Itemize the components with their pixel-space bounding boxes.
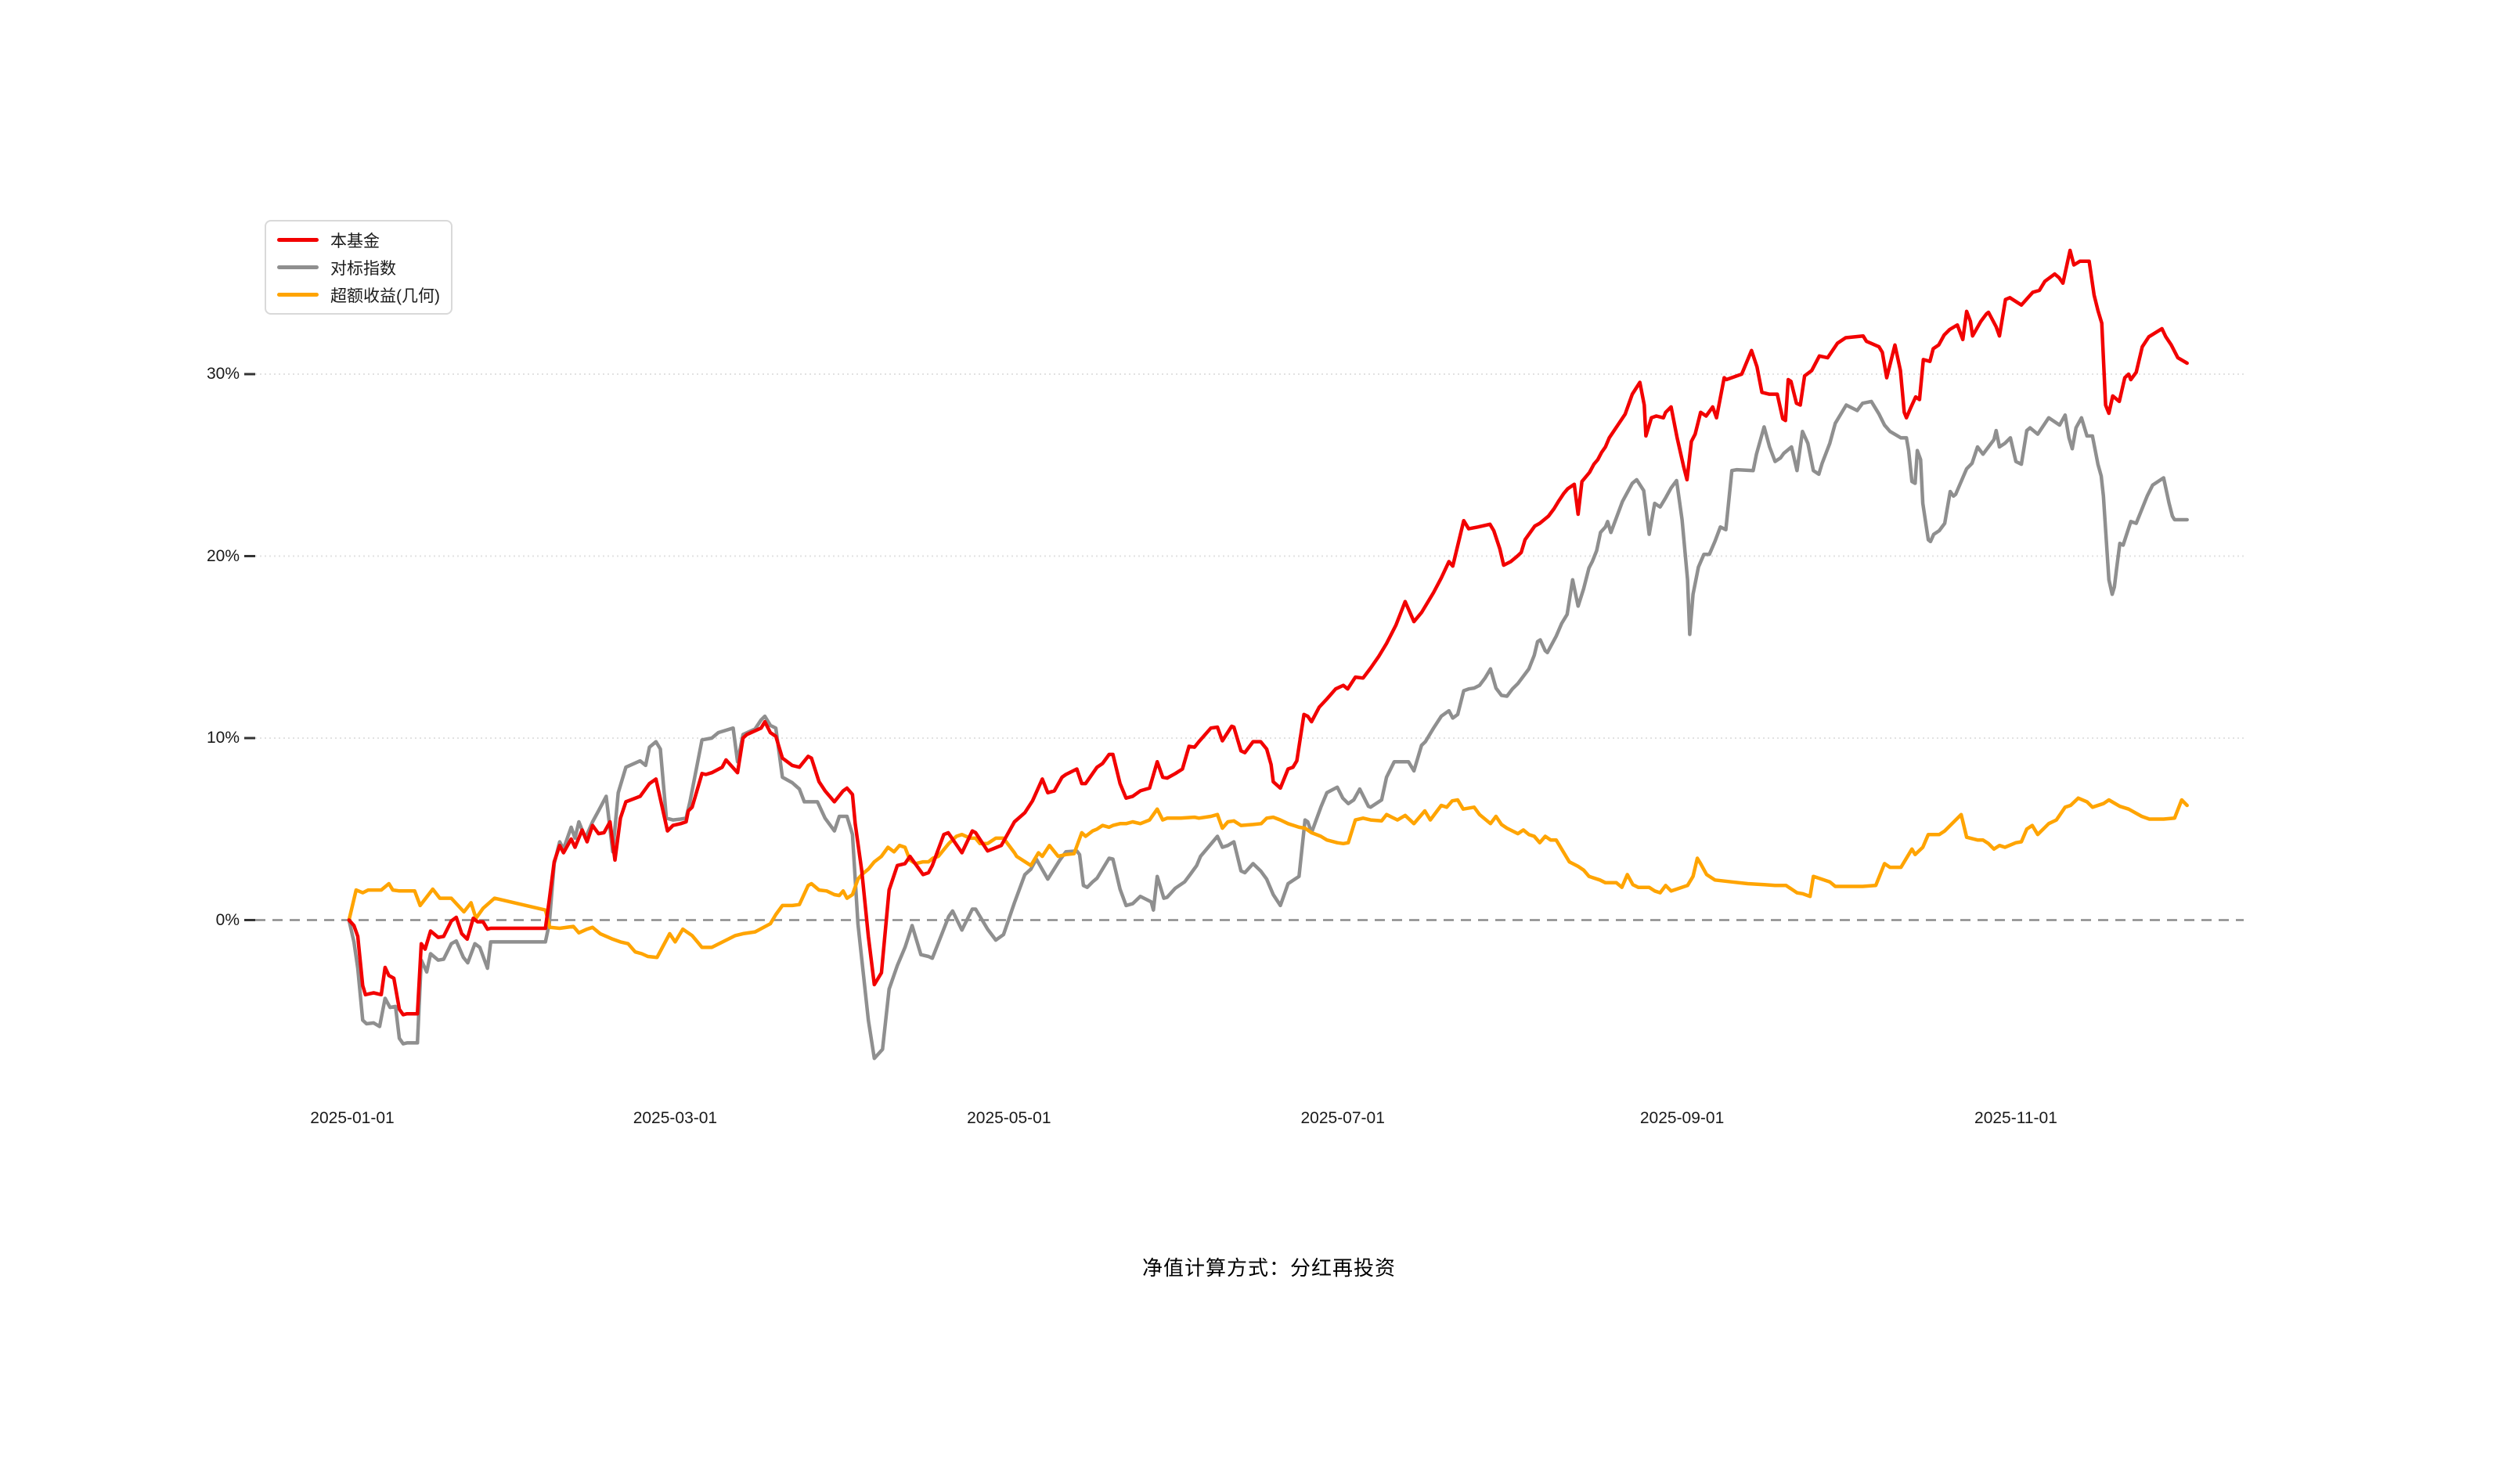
x-axis-label-2025-11-01: 2025-11-01 xyxy=(1974,1109,2057,1127)
series-line-fund xyxy=(347,248,2189,1017)
series-line-excess xyxy=(347,796,2189,960)
x-axis-label-2025-09-01: 2025-09-01 xyxy=(1639,1109,1725,1127)
series-line-benchmark xyxy=(347,399,2189,1061)
y-axis-label-20%: 20% xyxy=(206,546,240,565)
legend-swatch-fund xyxy=(277,238,319,242)
y-axis-label-0%: 0% xyxy=(215,910,240,929)
x-axis-label-2025-07-01: 2025-07-01 xyxy=(1300,1109,1385,1127)
legend-item-label: 对标指数 xyxy=(330,259,396,278)
y-axis-label-10%: 10% xyxy=(206,729,240,747)
legend-item-label: 超额收益(几何) xyxy=(330,286,440,305)
legend-swatch-benchmark xyxy=(277,265,319,269)
x-axis-label-2025-03-01: 2025-03-01 xyxy=(633,1109,718,1127)
x-axis-label-2025-01-01: 2025-01-01 xyxy=(310,1109,395,1127)
chart-caption: 净值计算方式：分红再投资 xyxy=(1141,1256,1397,1280)
legend-swatch-excess xyxy=(277,293,319,297)
legend: 本基金对标指数超额收益(几何) xyxy=(265,220,452,315)
y-axis-label-30%: 30% xyxy=(206,365,240,383)
legend-item-fund[interactable]: 本基金 xyxy=(277,228,440,252)
legend-item-excess[interactable]: 超额收益(几何) xyxy=(277,283,440,307)
legend-item-label: 本基金 xyxy=(330,232,380,250)
legend-item-benchmark[interactable]: 对标指数 xyxy=(277,255,440,279)
x-axis-label-2025-05-01: 2025-05-01 xyxy=(967,1109,1051,1127)
